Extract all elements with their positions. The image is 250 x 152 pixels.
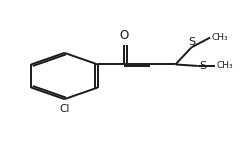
Text: CH₃: CH₃: [216, 61, 233, 70]
Text: S: S: [188, 36, 195, 47]
Text: S: S: [199, 61, 206, 71]
Text: O: O: [119, 29, 128, 42]
Text: CH₃: CH₃: [211, 33, 228, 42]
Text: Cl: Cl: [59, 104, 70, 114]
